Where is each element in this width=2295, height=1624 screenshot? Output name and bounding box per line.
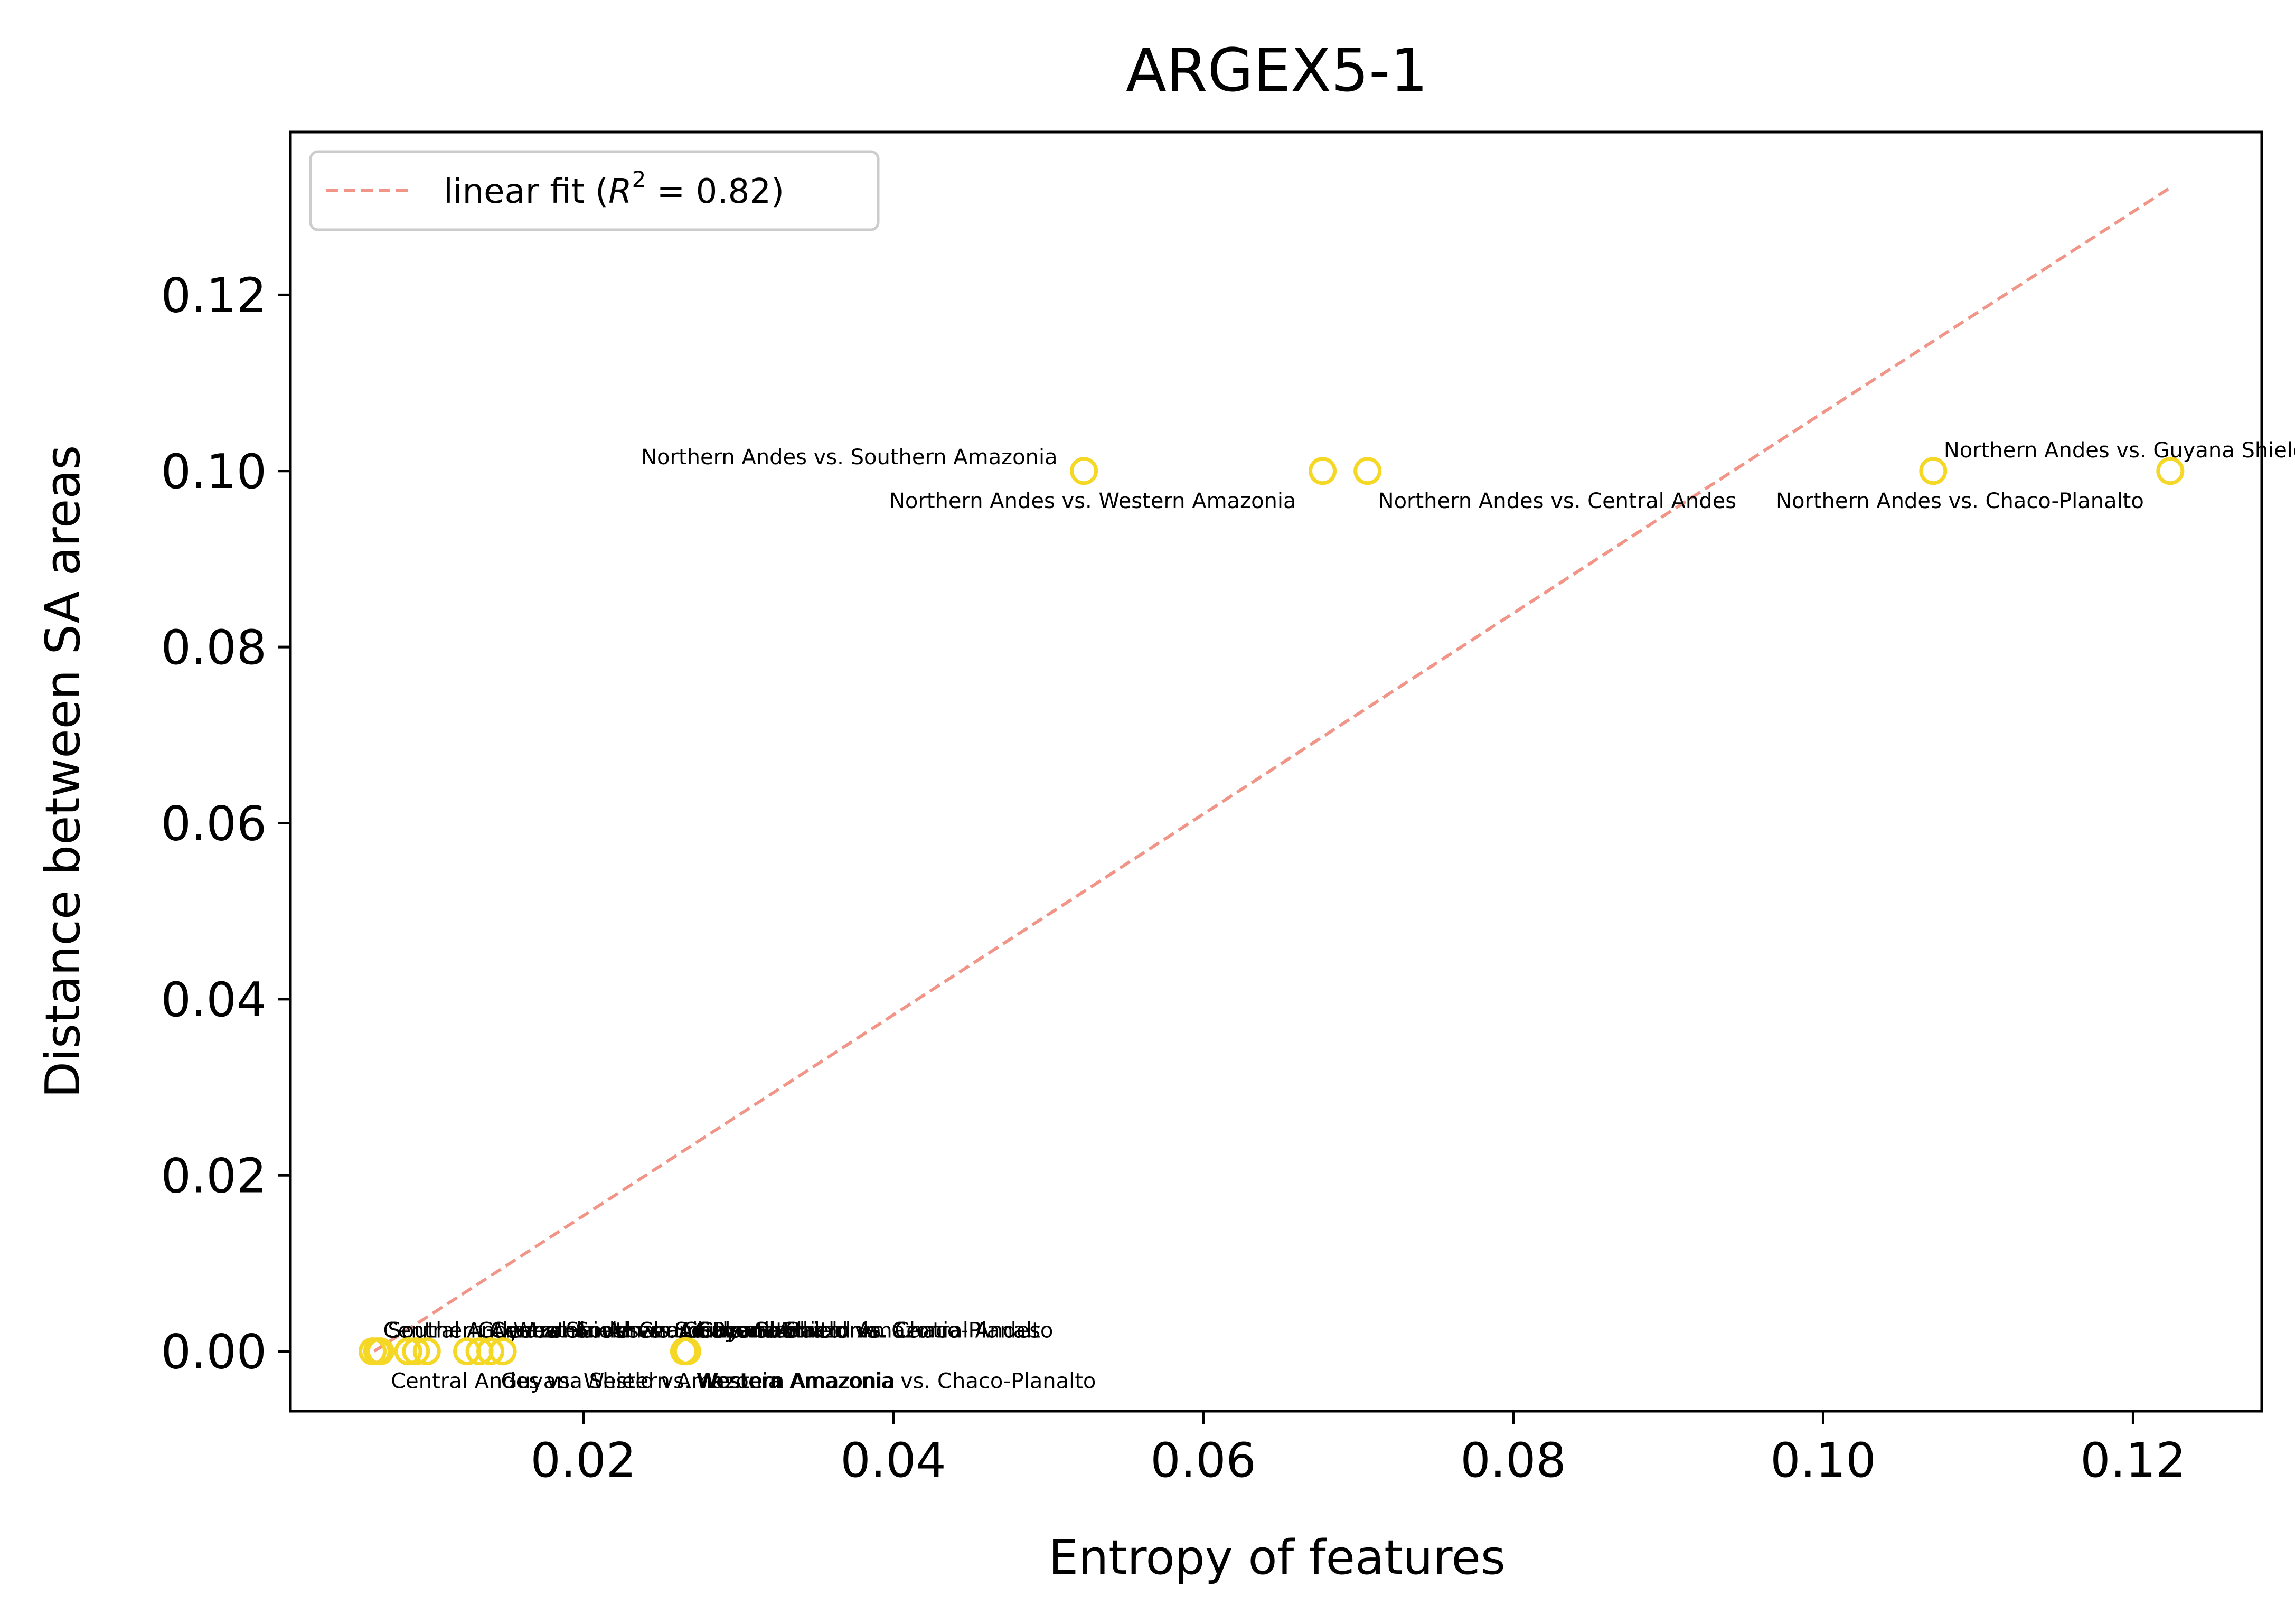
y-tick-label: 0.04 [161,972,267,1028]
point-label: Guyana Shield vs. Chaco-Planalto [698,1319,1053,1343]
plot-frame [289,130,2263,1413]
data-point [488,1337,517,1366]
y-tick-label: 0.08 [161,620,267,675]
y-tick-label: 0.02 [161,1148,267,1204]
point-label: Central Andes vs. Western Amazonia [391,1369,781,1394]
data-point [2156,457,2185,485]
legend-prefix: linear fit ( [444,172,608,211]
x-tick-label: 0.12 [2080,1433,2186,1488]
point-label: Guyana Shield vs. Western Amazonia [501,1369,896,1394]
legend-label: linear fit (R2 = 0.82) [444,166,784,211]
point-label: Western Amazonia vs. Chaco-Planalto [696,1369,1096,1394]
legend-superscript: 2 [632,166,646,192]
chart-title: ARGEX5-1 [1126,36,1428,105]
data-point [1919,457,1948,485]
data-point [1070,457,1098,485]
point-label: Northern Andes vs. Central Andes [1378,489,1736,513]
point-label: Northern Andes vs. Guyana Shield [1944,438,2295,463]
point-label: Northern Andes vs. Chaco-Planalto [1776,489,2144,513]
data-point [673,1337,701,1366]
data-point [366,1337,394,1366]
y-tick-label: 0.00 [161,1325,267,1380]
legend: linear fit (R2 = 0.82) [309,150,880,231]
point-label: Guyana Shield vs. Central Andes [694,1319,1040,1343]
x-tick-label: 0.06 [1150,1433,1256,1488]
data-point [394,1337,422,1366]
point-labels-layer: Northern Andes vs. Southern Amazonia Nort… [383,438,2295,1394]
legend-box [309,150,880,231]
x-axis-label: Entropy of features [1048,1530,1505,1585]
x-tick-label: 0.10 [1770,1433,1876,1488]
linear-fit-line [373,185,2173,1353]
x-tick-label: 0.02 [530,1433,636,1488]
fit-line-layer [373,185,2173,1353]
y-tick-label: 0.12 [161,268,267,323]
points-layer [359,457,2185,1366]
x-tick-label: 0.04 [840,1433,946,1488]
point-label: Western Amazonia vs. Southern Amazonia [513,1319,962,1343]
y-axis-label: Distance between SA areas [35,445,91,1099]
point-label: Central Andes vs. Southern Amazonia [383,1319,783,1343]
data-point [412,1337,441,1366]
point-label: Central Andes vs. Chaco-Planalto [490,1319,841,1343]
legend-suffix: = 0.82) [646,172,784,211]
data-point [1353,457,1382,485]
data-point [476,1337,505,1366]
point-label: Northern Andes vs. Western Amazonia [889,489,1296,513]
point-label: Northern Andes vs. Southern Amazonia [641,445,1057,470]
data-point [402,1337,430,1366]
point-label: Southern Amazonia vs. Chaco-Planalto [388,1319,797,1343]
data-point [1309,457,1337,485]
y-tick-label: 0.06 [161,796,267,852]
x-tick-label: 0.08 [1460,1433,1566,1488]
y-axis-ticks: 0.00 0.02 0.04 0.06 0.08 0.10 0.12 [161,268,290,1380]
legend-r-symbol: R [608,172,632,211]
x-axis-ticks: 0.02 0.04 0.06 0.08 0.10 0.12 [530,1411,2186,1488]
y-tick-label: 0.10 [161,444,267,500]
